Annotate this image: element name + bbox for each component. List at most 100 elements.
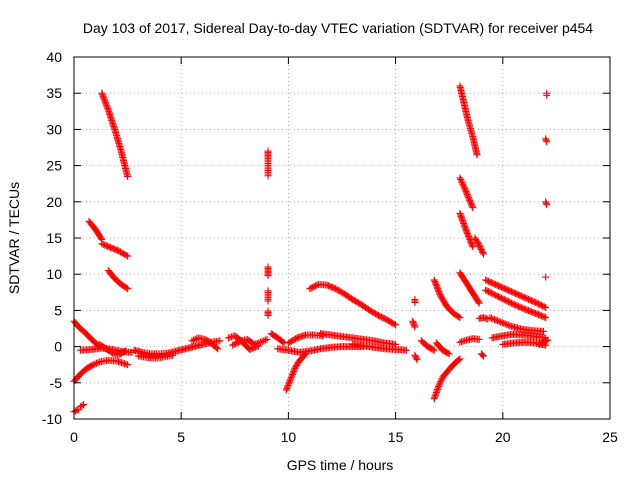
data-point	[468, 201, 476, 209]
data-point	[285, 378, 293, 386]
data-point	[469, 204, 477, 212]
data-point	[101, 98, 109, 106]
x-tick-label: 5	[177, 429, 185, 445]
data-point	[435, 289, 443, 297]
data-point	[293, 361, 301, 369]
data-point	[413, 356, 421, 364]
data-point	[473, 237, 481, 245]
data-point	[260, 337, 268, 345]
data-point	[474, 238, 482, 246]
data-point	[475, 241, 483, 249]
data-point	[287, 374, 295, 382]
data-point	[464, 193, 472, 201]
data-point	[433, 282, 441, 290]
data-point	[497, 318, 505, 326]
data-point	[503, 320, 511, 328]
data-point	[468, 202, 476, 210]
data-point	[543, 91, 551, 99]
data-point	[486, 314, 494, 322]
data-point	[216, 337, 224, 345]
data-point	[214, 345, 222, 353]
data-point	[494, 317, 502, 325]
data-point	[479, 248, 487, 256]
data-point	[263, 335, 271, 343]
data-point	[466, 235, 474, 243]
data-point	[459, 180, 467, 188]
y-tick-label: 30	[46, 121, 62, 137]
data-point	[456, 314, 464, 322]
data-point	[286, 377, 294, 385]
x-tick-label: 25	[602, 429, 618, 445]
data-point	[279, 338, 287, 346]
y-axis-label: SDTVAR / TECUs	[6, 182, 22, 294]
data-point	[474, 240, 482, 248]
data-point	[411, 351, 419, 359]
data-point	[411, 298, 419, 306]
data-point	[283, 384, 291, 392]
data-point	[491, 316, 499, 324]
data-point	[459, 182, 467, 190]
data-point	[264, 172, 272, 180]
data-point	[188, 337, 196, 345]
data-point	[445, 350, 453, 358]
x-tick-label: 10	[281, 429, 297, 445]
axis-ticks	[73, 56, 611, 420]
data-point	[264, 272, 272, 280]
data-point	[464, 230, 472, 238]
data-point	[436, 379, 444, 387]
data-point	[542, 314, 550, 322]
data-point	[498, 319, 506, 327]
data-point	[467, 238, 475, 246]
data-point	[464, 231, 472, 239]
data-point	[289, 369, 297, 377]
data-point	[463, 191, 471, 199]
data-point	[463, 189, 471, 197]
data-point	[500, 319, 508, 327]
data-point	[98, 89, 106, 97]
data-point	[504, 321, 512, 329]
data-point	[455, 356, 463, 364]
y-tick-label: 15	[46, 230, 62, 246]
data-point	[478, 247, 486, 255]
data-points	[70, 82, 552, 416]
data-point	[264, 297, 272, 305]
data-point	[457, 177, 465, 185]
data-point	[121, 347, 129, 355]
chart-title: Day 103 of 2017, Sidereal Day-to-day VTE…	[83, 20, 593, 36]
data-point	[411, 323, 419, 331]
data-point	[437, 378, 445, 386]
data-point	[282, 386, 290, 394]
data-point	[94, 359, 102, 367]
data-point	[472, 235, 480, 243]
data-point	[390, 320, 398, 328]
data-point	[469, 243, 477, 251]
data-point	[435, 288, 443, 296]
data-point	[100, 94, 108, 102]
x-tick-label: 0	[70, 429, 78, 445]
data-point	[258, 338, 266, 346]
data-point	[462, 188, 470, 196]
data-point	[466, 237, 474, 245]
data-point	[487, 314, 495, 322]
data-point	[434, 286, 442, 294]
data-point	[492, 316, 500, 324]
y-tick-label: -10	[42, 411, 62, 427]
data-point	[190, 336, 198, 344]
y-tick-label: -5	[50, 375, 63, 391]
data-point	[412, 354, 420, 362]
data-point	[463, 228, 471, 236]
data-point	[430, 276, 438, 284]
data-point	[540, 313, 548, 321]
data-point	[462, 227, 470, 235]
data-point	[103, 103, 111, 111]
data-point	[433, 283, 441, 291]
data-point	[288, 371, 296, 379]
y-tick-label: 5	[54, 302, 62, 318]
y-tick-label: 20	[46, 194, 62, 210]
data-point	[292, 363, 300, 371]
x-tick-labels: 0 5 10 15 20 25	[70, 429, 618, 445]
data-point	[392, 321, 400, 329]
data-point	[458, 179, 466, 187]
data-point	[437, 376, 445, 384]
data-point	[254, 342, 262, 350]
